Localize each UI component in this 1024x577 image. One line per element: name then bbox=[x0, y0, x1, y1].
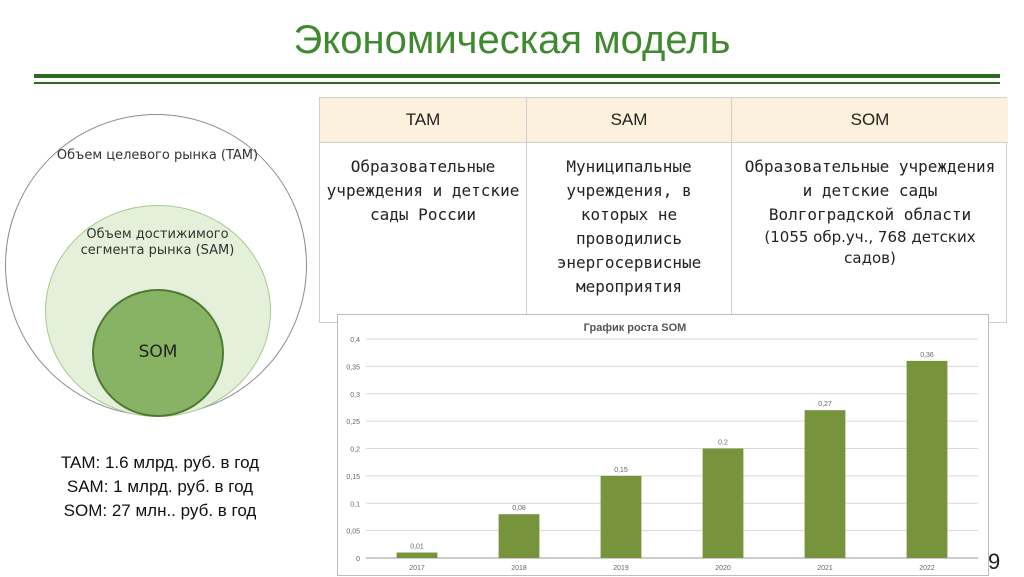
x-tick-label: 2018 bbox=[511, 565, 527, 572]
chart-title: График роста SOM bbox=[584, 322, 687, 334]
table-header-tam: TAM bbox=[320, 98, 527, 142]
y-tick-label: 0,1 bbox=[350, 501, 360, 508]
summary-sam: SAM: 1 млрд. руб. в год bbox=[66, 477, 254, 496]
y-tick-label: 0,35 bbox=[346, 364, 360, 371]
y-tick-label: 0,2 bbox=[350, 447, 360, 454]
table-cell-sam-text: Муниципальные учреждения, в которых не п… bbox=[556, 157, 702, 296]
som-growth-chart: График роста SOM 0 0,05 0,1 0,15 0,2 0,25 0,3 0… bbox=[337, 314, 989, 576]
x-tick-label: 2020 bbox=[715, 565, 731, 572]
som-circle bbox=[92, 289, 224, 417]
chart-canvas: График роста SOM 0 0,05 0,1 0,15 0,2 0,25 0,3 0… bbox=[346, 322, 978, 572]
table-cell-sam: Муниципальные учреждения, в которых не п… bbox=[527, 142, 732, 323]
slide-title: Экономическая модель bbox=[293, 18, 731, 62]
bar-2020 bbox=[702, 448, 744, 558]
table-header-som: SOM bbox=[732, 98, 1008, 142]
y-tick-label: 0,25 bbox=[346, 419, 360, 426]
som-circle-label: SOM bbox=[138, 342, 178, 362]
data-label: 0,27 bbox=[818, 401, 832, 408]
data-label: 0,2 bbox=[718, 440, 728, 447]
y-tick-label: 0,3 bbox=[350, 392, 360, 399]
table-cell-tam-text: Образовательные учреждения и детские сад… bbox=[326, 157, 520, 224]
tam-circle-label: Объем целевого рынка (TAM) bbox=[56, 148, 259, 163]
y-tick-label: 0,15 bbox=[346, 474, 360, 481]
bar-2019 bbox=[600, 475, 642, 558]
bar-2017 bbox=[396, 552, 438, 558]
data-label: 0,36 bbox=[920, 352, 934, 359]
bar-2021 bbox=[804, 410, 846, 558]
table-header-sam: SAM bbox=[527, 98, 732, 142]
bar-2018 bbox=[498, 514, 540, 558]
page-number: 9 bbox=[988, 549, 1001, 574]
x-tick-label: 2022 bbox=[919, 565, 935, 572]
title-divider-thin bbox=[34, 82, 1000, 84]
title-divider-thick bbox=[34, 74, 1000, 78]
market-summary: TAM: 1.6 млрд. руб. в год SAM: 1 млрд. р… bbox=[30, 451, 290, 523]
x-tick-label: 2017 bbox=[409, 565, 425, 572]
x-tick-label: 2019 bbox=[613, 565, 629, 572]
x-tick-label: 2021 bbox=[817, 565, 833, 572]
table-cell-tam: Образовательные учреждения и детские сад… bbox=[320, 142, 527, 323]
table-cell-som-text: Образовательные учреждения и детские сад… bbox=[744, 157, 996, 224]
sam-circle-label: Объем достижимого сегмента рынка (SAM) bbox=[80, 227, 235, 258]
table-cell-som-note: (1055 обр.уч., 768 детских садов) bbox=[764, 228, 976, 267]
data-label: 0,15 bbox=[614, 467, 628, 474]
data-label: 0,08 bbox=[512, 505, 526, 512]
y-tick-label: 0,4 bbox=[350, 337, 360, 344]
data-label: 0,01 bbox=[410, 544, 424, 551]
summary-som: SOM: 27 млн.. руб. в год bbox=[63, 501, 257, 520]
y-tick-label: 0,05 bbox=[346, 529, 360, 536]
bar-2022 bbox=[906, 360, 948, 558]
market-table: TAM SAM SOM Образовательные учреждения и… bbox=[319, 97, 1008, 323]
y-tick-label: 0 bbox=[356, 556, 360, 563]
summary-tam: TAM: 1.6 млрд. руб. в год bbox=[60, 453, 260, 472]
table-cell-som: Образовательные учреждения и детские сад… bbox=[732, 142, 1008, 323]
